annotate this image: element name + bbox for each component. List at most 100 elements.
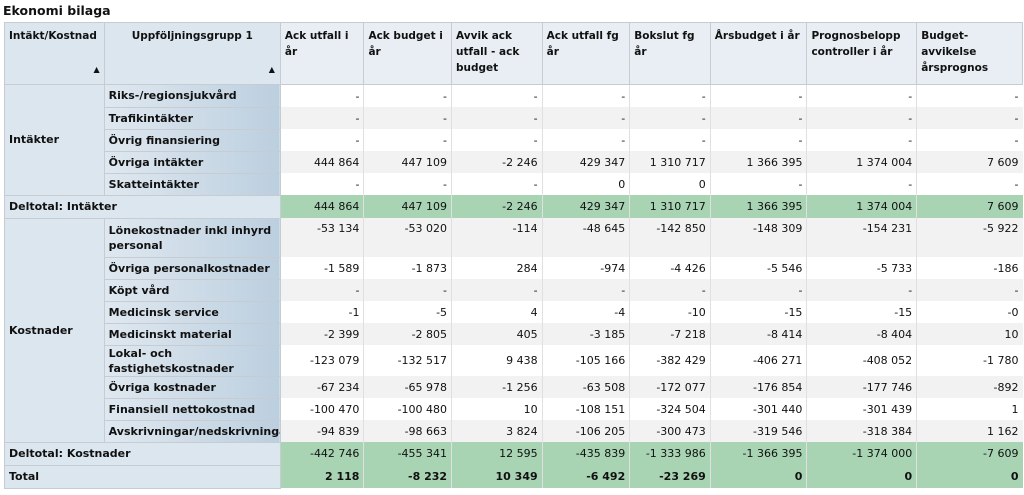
table-row: Avskrivningar/nedskrivningar -94 839 -98 6… — [5, 419, 1023, 443]
value-cell: -53 020 — [363, 218, 452, 257]
column-header-measure[interactable]: Bokslut fg år — [629, 22, 711, 85]
subtotal-row: Deltotal: Intäkter 444 864 447 109 -2 246 42… — [4, 194, 1023, 219]
table-row: Trafikintäkter - - - - - - - - — [5, 106, 1023, 130]
value-cell: - — [279, 279, 364, 301]
value-cell: - — [451, 173, 543, 195]
table-row: Övrig finansiering - - - - - - - - — [5, 128, 1023, 152]
column-header-measure[interactable]: Avvik ack utfall - ack budget — [451, 22, 543, 85]
value-cell: -3 185 — [541, 323, 630, 345]
value-cell: - — [709, 279, 807, 301]
value-cell: 10 349 — [451, 465, 543, 488]
value-cell: 1 374 004 — [806, 151, 917, 173]
value-cell: -1 780 — [916, 345, 1023, 376]
value-cell: 0 — [916, 465, 1023, 488]
value-cell: - — [916, 129, 1023, 151]
value-cell: -974 — [541, 257, 630, 279]
column-header-measure[interactable]: Prognosbelopp controller i år — [806, 22, 918, 85]
value-cell: - — [541, 279, 630, 301]
value-cell: 1 366 395 — [709, 195, 807, 218]
value-cell: -319 546 — [709, 420, 807, 442]
value-cell: -2 246 — [451, 151, 543, 173]
value-cell: -98 663 — [363, 420, 452, 442]
sort-ascending-icon[interactable]: ▲ — [93, 65, 100, 74]
value-cell: -455 341 — [363, 442, 452, 465]
value-cell: 10 — [916, 323, 1023, 345]
value-cell: 1 — [916, 398, 1023, 420]
column-header-measure[interactable]: Budget-avvikelse årsprognos — [916, 22, 1023, 85]
column-header-measure[interactable]: Årsbudget i år — [709, 22, 808, 85]
table-row: Medicinskt material -2 399 -2 805 405 -3 185… — [5, 322, 1023, 346]
value-cell: - — [806, 107, 917, 129]
value-cell: 1 310 717 — [629, 151, 711, 173]
column-header-measure[interactable]: Ack utfall fg år — [541, 22, 631, 85]
value-cell: 0 — [629, 173, 711, 195]
value-cell: 0 — [541, 173, 630, 195]
value-cell: -142 850 — [629, 218, 711, 257]
value-cell: 10 — [451, 398, 543, 420]
value-cell: - — [709, 173, 807, 195]
subtotal-label: Deltotal: Intäkter — [4, 194, 281, 219]
value-cell: -2 805 — [363, 323, 452, 345]
table-row: Lokal- och fastighetskostnader -123 079 -1… — [5, 344, 1023, 377]
table-body: Intäkter Riks-/regionsjukvård - - - - - - - - Traf… — [4, 84, 1023, 489]
row-label: Avskrivningar/nedskrivningar — [103, 419, 281, 443]
value-cell: -94 839 — [279, 420, 364, 442]
column-header-measure[interactable]: Ack budget i år — [363, 22, 453, 85]
table-row: Finansiell nettokostnad -100 470 -100 480 1… — [5, 397, 1023, 421]
table-row: Kostnader Lönekostnader inkl inhyrd perso… — [4, 217, 1023, 443]
value-cell: - — [541, 129, 630, 151]
table-row: Intäkter Riks-/regionsjukvård - - - - - - - - — [4, 84, 1023, 196]
value-cell: 444 864 — [279, 195, 364, 218]
value-cell: -10 — [629, 301, 711, 323]
value-cell: -176 854 — [709, 376, 807, 398]
value-cell: - — [451, 107, 543, 129]
value-cell: 447 109 — [363, 151, 452, 173]
column-header-uppfoljningsgrupp[interactable]: Uppföljningsgrupp 1 ▲ — [103, 22, 281, 85]
table-row: Övriga personalkostnader -1 589 -1 873 284-… — [5, 256, 1023, 280]
row-label: Övriga personalkostnader — [103, 256, 281, 280]
group-label: Intäkter — [4, 84, 105, 196]
value-cell: -7 218 — [629, 323, 711, 345]
table-row: Köpt vård - - - - - - - - — [5, 278, 1023, 302]
value-cell: -892 — [916, 376, 1023, 398]
value-cell: -65 978 — [363, 376, 452, 398]
value-cell: - — [279, 84, 364, 107]
value-cell: 405 — [451, 323, 543, 345]
value-cell: - — [916, 107, 1023, 129]
row-label: Övrig finansiering — [103, 128, 281, 152]
value-cell: 429 347 — [541, 195, 630, 218]
value-cell: - — [279, 107, 364, 129]
value-cell: 0 — [806, 465, 917, 488]
value-cell: - — [541, 107, 630, 129]
value-cell: -442 746 — [279, 442, 364, 465]
value-cell: 1 374 004 — [806, 195, 917, 218]
sort-ascending-icon[interactable]: ▲ — [268, 65, 275, 74]
value-cell: - — [629, 107, 711, 129]
value-cell: - — [279, 173, 364, 195]
value-cell: -100 470 — [279, 398, 364, 420]
value-cell: - — [806, 84, 917, 107]
group-label: Kostnader — [4, 217, 105, 443]
value-cell: -1 333 986 — [629, 442, 711, 465]
column-header-intakt-kostnad[interactable]: Intäkt/Kostnad ▲ — [4, 22, 105, 85]
value-cell: -8 232 — [363, 465, 452, 488]
value-cell: -1 589 — [279, 257, 364, 279]
value-cell: 12 595 — [451, 442, 543, 465]
value-cell: -100 480 — [363, 398, 452, 420]
value-cell: - — [451, 279, 543, 301]
value-cell: -300 473 — [629, 420, 711, 442]
report-title: Ekonomi bilaga — [3, 3, 111, 18]
value-cell: -1 366 395 — [709, 442, 807, 465]
value-cell: -1 256 — [451, 376, 543, 398]
value-cell: -186 — [916, 257, 1023, 279]
value-cell: 4 — [451, 301, 543, 323]
pivot-table: Intäkt/Kostnad ▲ Uppföljningsgrupp 1 ▲ A… — [4, 22, 1023, 489]
row-label: Övriga intäkter — [103, 150, 281, 174]
value-cell: 429 347 — [541, 151, 630, 173]
value-cell: -48 645 — [541, 218, 630, 257]
value-cell: - — [363, 173, 452, 195]
value-cell: -2 399 — [279, 323, 364, 345]
value-cell: -7 609 — [916, 442, 1023, 465]
column-header-measure[interactable]: Ack utfall i år — [279, 22, 365, 85]
subtotal-label: Deltotal: Kostnader — [4, 441, 281, 466]
